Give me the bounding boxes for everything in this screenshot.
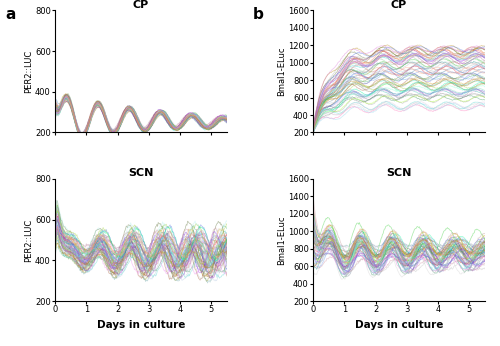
Y-axis label: Bmal1-ELuc: Bmal1-ELuc [278, 215, 286, 265]
X-axis label: Days in culture: Days in culture [97, 320, 185, 330]
Title: SCN: SCN [128, 168, 154, 178]
Title: SCN: SCN [386, 168, 411, 178]
Text: a: a [5, 7, 15, 22]
Title: CP: CP [133, 0, 149, 10]
Title: CP: CP [391, 0, 407, 10]
Y-axis label: PER2::LUC: PER2::LUC [24, 50, 34, 93]
Y-axis label: PER2::LUC: PER2::LUC [24, 218, 34, 262]
Text: b: b [252, 7, 264, 22]
X-axis label: Days in culture: Days in culture [355, 320, 443, 330]
Y-axis label: Bmal1-ELuc: Bmal1-ELuc [278, 47, 286, 96]
